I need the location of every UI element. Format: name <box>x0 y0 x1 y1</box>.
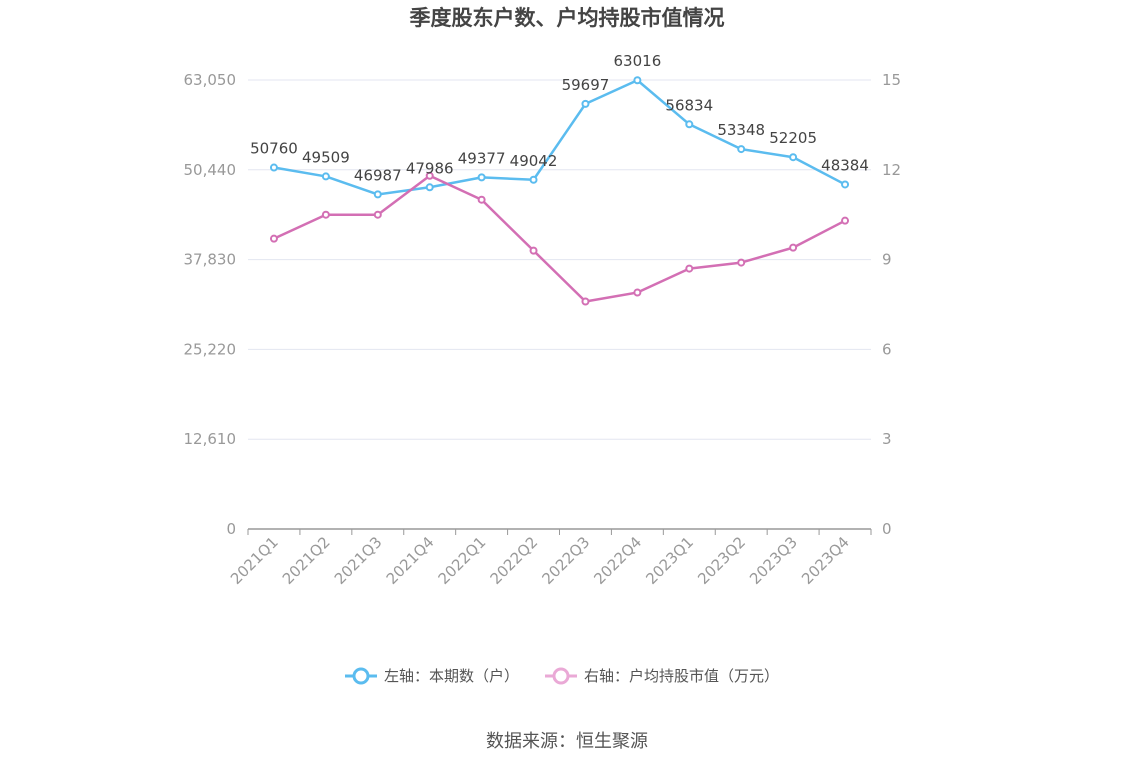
series-2-point <box>321 210 330 219</box>
data-label: 49377 <box>458 149 506 167</box>
data-label: 49509 <box>302 148 350 166</box>
left-axis-tick-label: 63,050 <box>184 71 237 89</box>
x-axis-tick-label: 2023Q4 <box>798 533 853 588</box>
series-2-point <box>841 216 850 225</box>
series-2-point <box>633 288 642 297</box>
data-label: 59697 <box>562 76 610 94</box>
x-axis-tick-label: 2022Q2 <box>487 533 542 588</box>
x-axis-tick-label: 2021Q4 <box>383 533 438 588</box>
left-axis-tick-label: 0 <box>226 520 236 538</box>
x-axis: 2021Q12021Q22021Q32021Q42022Q12022Q22022… <box>227 528 872 588</box>
series-2-point <box>477 195 486 204</box>
x-axis-tick-label: 2021Q1 <box>227 533 282 588</box>
right-axis-tick-label: 3 <box>882 430 892 448</box>
data-label: 48384 <box>821 156 869 174</box>
data-label: 50760 <box>250 140 298 158</box>
series-line-1 <box>273 78 846 196</box>
x-axis-tick-label: 2021Q3 <box>331 533 386 588</box>
series-1-point <box>529 175 538 184</box>
x-axis-tick-label: 2022Q3 <box>538 533 593 588</box>
series-2-point <box>789 243 798 252</box>
series-2-point <box>425 171 434 180</box>
series-1-point <box>373 190 382 199</box>
chart-title: 季度股东户数、户均持股市值情况 <box>410 6 725 30</box>
series-2-point <box>269 234 278 243</box>
series-1-point <box>685 120 694 129</box>
series-2-point <box>581 297 590 306</box>
data-label: 56834 <box>665 96 713 114</box>
series-1-point <box>633 76 642 85</box>
left-axis-tick-label: 12,610 <box>184 430 237 448</box>
series-2-point <box>529 246 538 255</box>
data-label: 52205 <box>769 129 817 147</box>
legend-label-1: 左轴：本期数（户） <box>384 667 519 685</box>
x-axis-tick-label: 2023Q1 <box>642 533 697 588</box>
x-axis-tick-label: 2022Q4 <box>590 533 645 588</box>
left-axis-tick-label: 37,830 <box>184 251 237 269</box>
left-axis-tick-label: 50,440 <box>184 161 237 179</box>
left-axis-ticks: 0 12,610 25,220 37,830 50,440 63,050 <box>184 71 237 538</box>
series-2-point <box>373 210 382 219</box>
legend-label-2: 右轴：户均持股市值（万元） <box>584 667 779 685</box>
x-axis-tick-label: 2022Q1 <box>435 533 490 588</box>
gridlines <box>248 79 871 440</box>
series-2-point <box>737 258 746 267</box>
data-label: 46987 <box>354 166 402 184</box>
right-axis-ticks: 0 3 6 9 12 15 <box>882 71 901 538</box>
legend-item-1[interactable]: 左轴：本期数（户） <box>345 667 519 685</box>
series-1-point <box>477 173 486 182</box>
data-label: 53348 <box>717 121 765 139</box>
source-note: 数据来源：恒生聚源 <box>486 731 648 752</box>
x-axis-tick-label: 2023Q2 <box>694 533 749 588</box>
right-axis-tick-label: 9 <box>882 251 892 269</box>
left-axis-tick-label: 25,220 <box>184 340 237 358</box>
legend-item-2[interactable]: 右轴：户均持股市值（万元） <box>545 667 779 685</box>
data-label: 47986 <box>406 159 454 177</box>
legend[interactable]: 左轴：本期数（户） 右轴：户均持股市值（万元） <box>345 667 779 685</box>
series-1-point <box>581 99 590 108</box>
x-axis-tick-label: 2021Q2 <box>279 533 334 588</box>
series-1-point <box>789 153 798 162</box>
right-axis-tick-label: 12 <box>882 161 901 179</box>
series-1-point <box>737 145 746 154</box>
series-1-point <box>269 163 278 172</box>
right-axis-tick-label: 0 <box>882 520 892 538</box>
legend-marker-1 <box>352 667 370 685</box>
data-label: 63016 <box>614 52 662 70</box>
series-1-point <box>841 180 850 189</box>
series-1-point <box>321 172 330 181</box>
series-group <box>269 76 850 306</box>
x-axis-tick-label: 2023Q3 <box>746 533 801 588</box>
series-1-point <box>425 183 434 192</box>
series-2-point <box>685 264 694 273</box>
series-line-2 <box>273 174 846 303</box>
right-axis-tick-label: 6 <box>882 340 892 358</box>
data-label: 49042 <box>510 152 558 170</box>
legend-marker-2 <box>552 667 570 685</box>
right-axis-tick-label: 15 <box>882 71 901 89</box>
